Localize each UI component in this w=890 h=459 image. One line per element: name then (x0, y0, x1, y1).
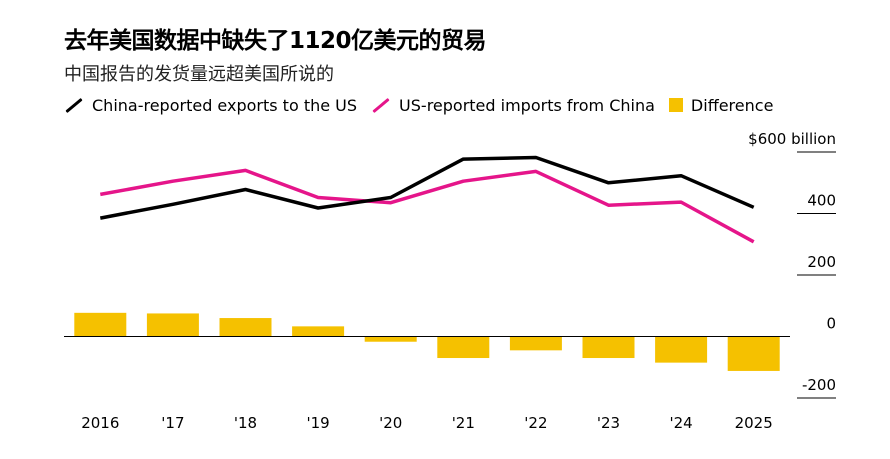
x-tick-label: 2025 (735, 414, 773, 432)
difference-bar (292, 326, 345, 337)
legend-item-china-exports: China-reported exports to the US (64, 96, 357, 115)
legend: China-reported exports to the US US-repo… (64, 94, 787, 116)
difference-bar (655, 336, 708, 363)
y-tick-label: -200 (802, 376, 836, 394)
y-tick-label: $600 billion (748, 130, 836, 148)
difference-bar (364, 336, 417, 342)
legend-label-difference: Difference (690, 95, 774, 115)
x-tick-label: '17 (161, 414, 184, 432)
x-tick-label: '24 (669, 414, 692, 432)
x-tick-label: '22 (524, 414, 547, 432)
difference-bar (509, 336, 562, 351)
china-exports-line (99, 155, 755, 220)
difference-bar (74, 312, 127, 337)
legend-label-us-imports: US-reported imports from China (399, 95, 655, 115)
us-imports-line (99, 168, 755, 244)
legend-item-difference: Difference (668, 95, 774, 115)
legend-swatch-icon (668, 98, 683, 112)
y-tick-label: 400 (807, 192, 836, 210)
chart-subtitle: 中国报告的发货量远超美国所说的 (64, 64, 334, 85)
series-lines (99, 155, 755, 244)
x-tick-label: '21 (452, 414, 475, 432)
x-tick-label: '19 (306, 414, 329, 432)
difference-bar (582, 336, 635, 359)
x-tick-label: 2016 (81, 414, 119, 432)
x-axis-ticks: 2016 '17 '18 '19 '20 '21 '22 '23 '24 2025 (81, 414, 773, 432)
difference-bars (74, 312, 780, 371)
legend-label-china-exports: China-reported exports to the US (92, 95, 358, 115)
y-tick-label: 200 (807, 253, 836, 271)
y-tick-label: 0 (826, 315, 836, 333)
x-tick-label: '18 (234, 414, 257, 432)
x-tick-label: '20 (379, 414, 402, 432)
chart-title: 去年美国数据中缺失了1120亿美元的贸易 (64, 28, 487, 54)
difference-bar (146, 313, 199, 337)
legend-item-us-imports: US-reported imports from China (371, 96, 655, 115)
difference-bar (437, 336, 490, 359)
y-axis-ticks: $600 billion 400 200 0 -200 (748, 130, 836, 394)
difference-bar (219, 318, 272, 337)
difference-bar (727, 336, 780, 371)
gridlines (797, 151, 836, 399)
x-tick-label: '23 (597, 414, 620, 432)
